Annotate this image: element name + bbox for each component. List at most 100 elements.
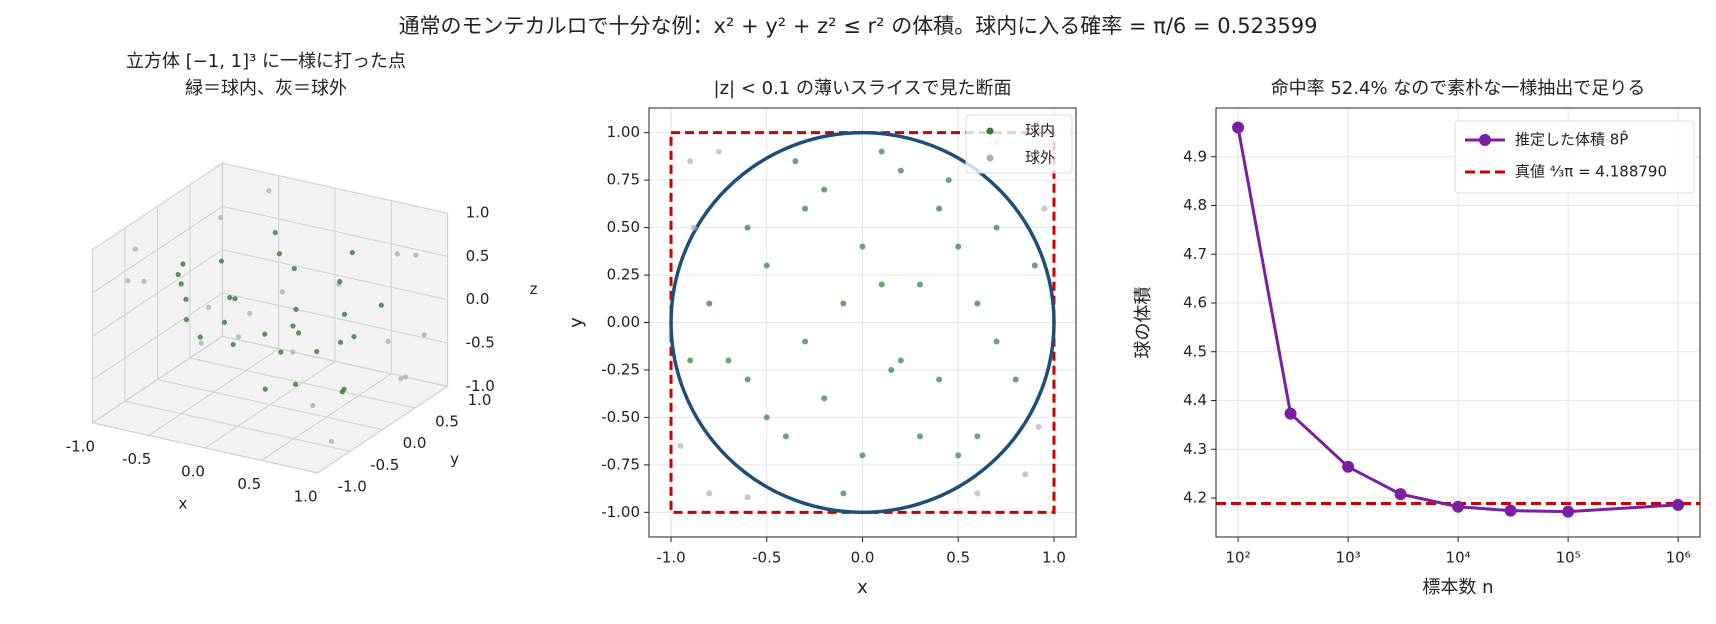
point [706, 490, 713, 497]
x-tick-label: -0.5 [122, 450, 151, 468]
y-tick-label: 0.50 [607, 218, 640, 236]
legend-label: 真値 ⁴⁄₃π = 4.188790 [1515, 163, 1667, 181]
point [974, 433, 981, 440]
y-tick-label: 0.25 [607, 266, 640, 284]
point [398, 376, 404, 382]
point [945, 177, 952, 184]
point [291, 265, 297, 272]
plot-frame [1215, 107, 1701, 538]
x-tick-label: 1.0 [294, 487, 318, 505]
x-tick-label: 10⁶ [1666, 549, 1691, 567]
y-axis-label: y [450, 450, 459, 468]
grid-line [124, 400, 351, 452]
point [198, 340, 204, 346]
marker [1504, 504, 1517, 517]
point [349, 249, 355, 256]
point [221, 319, 228, 325]
legend-marker [1479, 134, 1491, 146]
x-tick-label: 10³ [1336, 549, 1361, 567]
marker [1672, 498, 1685, 511]
point [744, 224, 751, 231]
y-tick-label: 0.75 [607, 171, 640, 189]
point [706, 300, 713, 307]
x-tick-label: -0.5 [752, 549, 781, 567]
y-tick-label: 4.8 [1183, 196, 1207, 214]
y-tick-label: 4.6 [1183, 294, 1207, 312]
point [782, 433, 789, 440]
point [141, 278, 147, 284]
y-axis-label: y [566, 317, 587, 328]
point [276, 251, 283, 257]
point [744, 494, 751, 501]
legend-label: 球内 [1025, 122, 1055, 140]
z-tick-label: -1.0 [466, 377, 495, 395]
y-tick-label: -0.5 [370, 456, 399, 474]
point [227, 294, 233, 301]
point [916, 433, 923, 440]
point [859, 452, 866, 459]
point [421, 332, 427, 338]
point [687, 357, 694, 364]
point [175, 271, 181, 278]
x-tick-label: -1.0 [66, 437, 95, 455]
legend-label: 推定した体積 8P̂ [1515, 130, 1628, 149]
point [247, 310, 253, 317]
y-tick-label: 4.2 [1183, 489, 1207, 507]
y-tick-label: 1.00 [607, 123, 640, 141]
chart-title: 命中率 52.4% なので素朴な一様抽出で足りる [1271, 78, 1646, 99]
point [974, 300, 981, 307]
marker [1394, 488, 1407, 501]
y-axis-line [317, 385, 448, 474]
y-tick-label: -0.50 [601, 408, 640, 426]
legend-marker [986, 127, 994, 135]
y-tick-label: 4.9 [1183, 147, 1207, 165]
z-tick-label: 0.5 [466, 247, 490, 265]
x-axis-line [92, 422, 318, 474]
point [878, 148, 885, 155]
grid-line [92, 205, 223, 294]
point [125, 278, 131, 284]
point [218, 258, 225, 264]
point [341, 311, 348, 317]
point [293, 306, 299, 312]
x-tick-label: 0.0 [851, 549, 875, 567]
grid-line [222, 162, 448, 214]
point [290, 323, 296, 329]
marker [1342, 460, 1355, 473]
point [339, 389, 345, 395]
point [180, 261, 186, 267]
z-axis-label: z [530, 280, 538, 298]
point [132, 246, 138, 252]
y-tick-label: 1.0 [468, 391, 492, 409]
y-tick-label: -0.25 [601, 360, 640, 378]
point [955, 452, 962, 459]
point [295, 330, 302, 336]
legend [1454, 120, 1695, 194]
grid-line [222, 292, 448, 344]
point [178, 281, 184, 287]
point [690, 224, 697, 231]
point [266, 188, 272, 194]
figure-title: 通常のモンテカルロで十分な例：x² + y² + z² ≤ r² の体積。球内に… [399, 14, 1318, 38]
grid-line [92, 292, 223, 381]
x-tick-label: -1.0 [656, 549, 685, 567]
y-tick-label: 4.7 [1183, 245, 1207, 263]
point [337, 339, 344, 345]
point [218, 214, 224, 221]
x-axis-label: 標本数 n [1422, 577, 1493, 598]
point [351, 334, 357, 340]
point [955, 243, 962, 250]
point [1022, 471, 1029, 478]
grid-line [92, 249, 223, 337]
point [936, 205, 943, 212]
point [859, 243, 866, 250]
x-tick-label: 1.0 [1042, 549, 1066, 567]
point [993, 338, 1000, 345]
point [205, 304, 212, 310]
point [1035, 423, 1042, 430]
point [278, 349, 284, 355]
x-tick-label: 0.5 [237, 475, 261, 493]
point [897, 167, 904, 174]
point [763, 414, 770, 421]
point [1041, 205, 1048, 212]
